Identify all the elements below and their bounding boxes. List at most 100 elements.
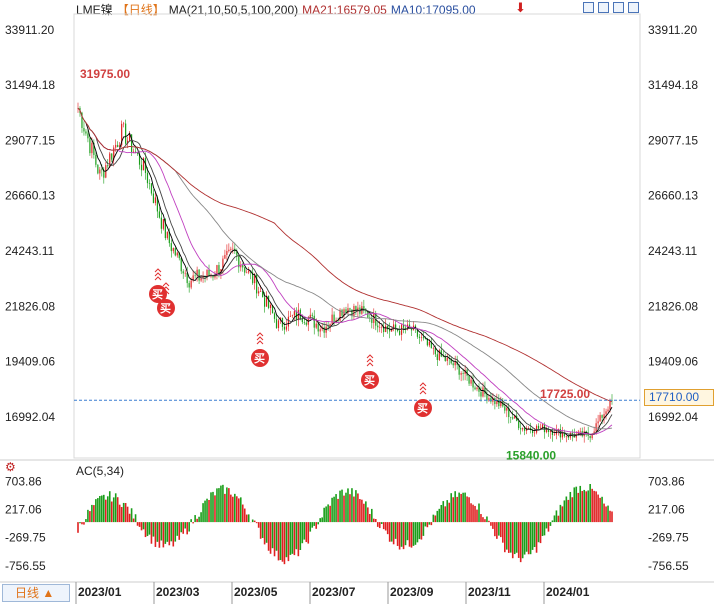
ma100-line [77,107,613,403]
ac-bar [511,522,514,559]
ac-indicator-label[interactable]: AC(5,34) [76,464,125,478]
candle-body [156,197,159,212]
ac-bar [299,522,302,550]
candle-body [311,314,313,316]
down-arrow-icon[interactable]: ⬇ [515,0,526,15]
ac-bar [313,522,316,526]
ac-bar [327,504,329,523]
ac-bar [156,522,159,542]
right-icon[interactable] [628,2,639,13]
ac-bar [369,513,371,523]
ac-bar [91,504,93,523]
ac-bar [565,496,568,523]
ac-bar [359,499,361,523]
ac-bar [347,488,349,523]
candle-body [172,248,174,252]
buy-arrow-icon [419,390,427,395]
ac-bar [228,488,230,523]
left-icon[interactable] [613,2,624,13]
candle-body [256,274,258,294]
candle-body [339,309,341,321]
candle-body [89,138,91,154]
y-tick-label-right: 26660.13 [648,189,698,203]
ac-bar [174,522,177,542]
ac-bar [406,522,409,541]
candle-body [444,356,446,361]
candle-body [426,338,428,346]
ac-bar [509,522,512,553]
candle-body [478,387,480,392]
candle-body [512,417,514,419]
ac-bar [386,522,389,535]
candle-body [97,164,99,174]
candle-body [484,387,486,394]
y-tick-label-right: 29077.15 [648,133,698,147]
ac-bar [448,502,451,523]
candle-body [371,317,373,323]
buy-marker-label: 买 [364,374,375,387]
candle-body [129,134,131,141]
candle-body [514,415,516,419]
candle-body [434,347,436,355]
ac-bar [571,497,574,523]
buy-arrow-icon [366,354,374,359]
candle-body [218,265,220,274]
candle-body [158,211,160,218]
gear-icon[interactable]: ⚙ [5,460,16,474]
ac-bar [468,497,470,523]
ac-bar [376,522,379,527]
ac-bar [388,522,391,542]
last-price-tag: 17710.00 [644,389,714,406]
candle-body [200,278,202,281]
candle-body [567,436,569,438]
candle-body [206,269,208,278]
x-tick-label: 2023/11 [468,585,511,599]
candle-body [254,274,256,284]
ac-bar [416,522,419,543]
ac-bar [595,491,597,523]
ac-bar [333,496,335,523]
candle-body [303,322,305,323]
ac-bar [357,493,359,523]
ac-bar [222,484,224,523]
candle-body [123,123,125,125]
ac-bar [140,522,143,531]
candle-body [533,432,536,434]
period-button[interactable]: 日线 ▲ [2,584,70,602]
ac-bar [601,496,603,523]
ac-bar [563,500,566,523]
candle-body [174,248,176,256]
candle-body [210,276,212,277]
candle-body [605,411,607,415]
ac-bar [440,504,443,523]
ac-bar [541,522,544,536]
candle-body [480,391,482,397]
zoom-in-icon[interactable] [583,2,594,13]
buy-marker-badge [157,299,175,317]
ac-bar [418,522,421,540]
ac-bar [591,488,593,523]
ac-bar [204,500,206,523]
candle-body [140,164,143,171]
ac-bar [99,496,101,523]
candle-body [101,169,103,171]
candle-body [329,323,331,327]
candle-body [400,324,403,335]
ac-bar [176,522,179,536]
ac-bar [492,522,494,529]
candle-body [416,328,419,337]
ac-bar [257,522,260,528]
buy-marker-label: 买 [160,302,171,315]
y-tick-label-left: 24243.11 [5,244,54,258]
ac-bar [535,522,538,553]
ac-bar [267,522,270,551]
ac-bar [118,504,121,523]
candle-body [99,169,101,174]
ac-tick-label-right: -756.55 [648,559,689,573]
candle-body [593,431,595,434]
zoom-out-icon[interactable] [598,2,609,13]
buy-arrow-icon [154,268,162,273]
ac-bar [577,492,580,523]
candle-body [125,123,127,144]
ac-bar [210,492,212,523]
